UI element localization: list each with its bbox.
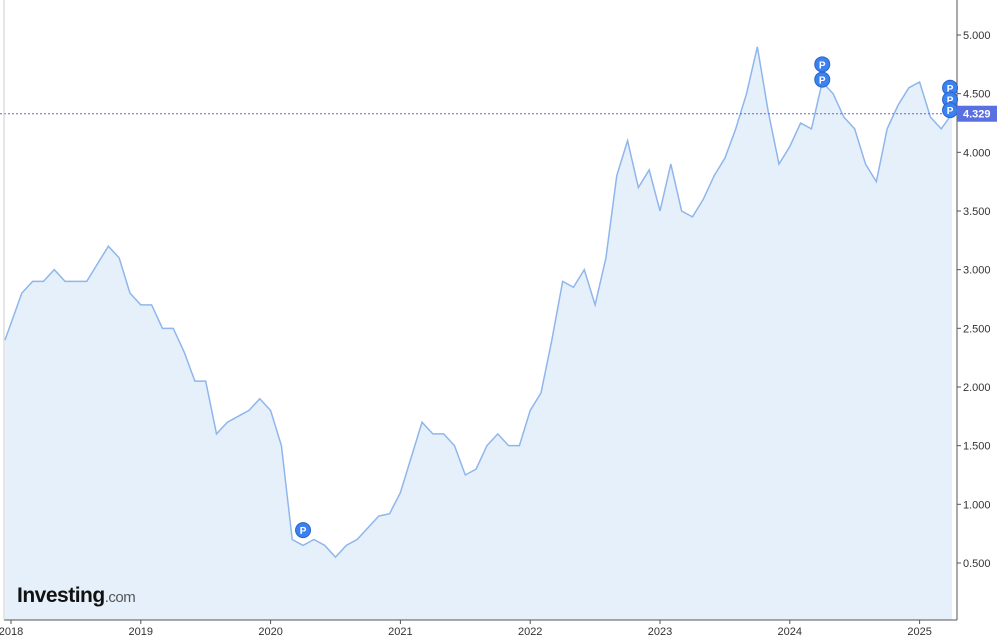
event-marker-label: P xyxy=(819,60,826,71)
event-marker[interactable] xyxy=(295,522,312,539)
x-tick-label: 2025 xyxy=(907,626,931,638)
y-tick-label: 3.000 xyxy=(963,265,991,277)
y-tick-label: 4.500 xyxy=(963,89,991,101)
y-tick-label: 1.500 xyxy=(963,441,991,453)
x-tick-label: 2023 xyxy=(648,626,672,638)
y-tick-label: 5.000 xyxy=(963,30,991,42)
x-tick-label: 2024 xyxy=(778,626,802,638)
price-line xyxy=(4,46,953,559)
event-marker-label: P xyxy=(947,96,954,107)
x-tick-label: 2018 xyxy=(0,626,23,638)
current-value-badge xyxy=(957,105,997,122)
logo-text: Investing xyxy=(17,584,105,607)
x-tick-label: 2019 xyxy=(129,626,153,638)
y-tick-label: 1.000 xyxy=(963,499,991,511)
x-tick-label: 2022 xyxy=(518,626,542,638)
y-tick-label: 4.000 xyxy=(963,147,991,159)
y-tick-label: 2.000 xyxy=(963,382,991,394)
logo-suffix: .com xyxy=(104,589,136,606)
event-marker-label: P xyxy=(300,526,307,537)
x-tick-label: 2020 xyxy=(258,626,282,638)
event-marker[interactable] xyxy=(814,71,831,88)
area-fill xyxy=(5,46,953,620)
event-marker-label: P xyxy=(947,106,954,117)
y-tick-label: 0.500 xyxy=(963,558,991,570)
y-tick-label: 3.500 xyxy=(963,206,991,218)
event-marker-label: P xyxy=(819,76,826,87)
current-value-label: 4.329 xyxy=(963,109,991,121)
x-tick-label: 2021 xyxy=(388,626,412,638)
event-marker-label: P xyxy=(947,84,954,95)
investing-logo: Investing.com xyxy=(17,584,136,608)
y-tick-label: 2.500 xyxy=(963,323,991,335)
